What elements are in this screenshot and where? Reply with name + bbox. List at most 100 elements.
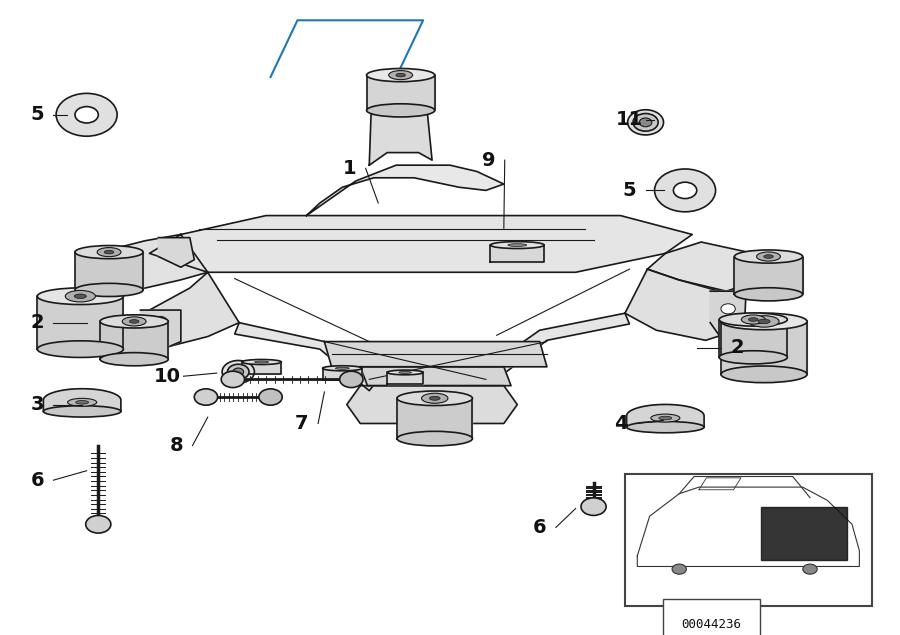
Polygon shape xyxy=(149,215,692,272)
Polygon shape xyxy=(360,367,511,385)
Polygon shape xyxy=(760,507,847,560)
Polygon shape xyxy=(387,373,423,384)
Ellipse shape xyxy=(719,313,788,326)
Ellipse shape xyxy=(104,250,113,254)
Ellipse shape xyxy=(757,252,780,261)
Circle shape xyxy=(75,107,98,123)
Ellipse shape xyxy=(651,414,680,422)
Circle shape xyxy=(233,368,244,375)
Polygon shape xyxy=(734,257,803,295)
Circle shape xyxy=(228,364,249,379)
Ellipse shape xyxy=(749,318,758,321)
Ellipse shape xyxy=(336,367,349,370)
Ellipse shape xyxy=(734,250,803,263)
Circle shape xyxy=(153,316,167,326)
Text: 1: 1 xyxy=(343,159,356,178)
Ellipse shape xyxy=(399,371,411,373)
Text: 00044236: 00044236 xyxy=(681,617,742,631)
Ellipse shape xyxy=(491,241,544,248)
Ellipse shape xyxy=(421,393,448,403)
Circle shape xyxy=(581,498,606,516)
Polygon shape xyxy=(721,321,807,375)
Ellipse shape xyxy=(322,366,362,371)
Circle shape xyxy=(639,118,652,127)
Ellipse shape xyxy=(43,406,121,417)
Text: 2: 2 xyxy=(730,338,744,358)
Polygon shape xyxy=(43,389,121,411)
Circle shape xyxy=(633,114,658,131)
Text: 6: 6 xyxy=(31,471,44,490)
Polygon shape xyxy=(626,404,704,427)
Polygon shape xyxy=(75,252,143,290)
Circle shape xyxy=(803,564,817,574)
Circle shape xyxy=(259,389,283,405)
Text: 7: 7 xyxy=(295,414,309,433)
Circle shape xyxy=(86,516,111,533)
Ellipse shape xyxy=(397,391,472,406)
Text: 2: 2 xyxy=(31,313,44,332)
Ellipse shape xyxy=(626,422,704,433)
Circle shape xyxy=(194,389,218,405)
Ellipse shape xyxy=(100,352,168,366)
Ellipse shape xyxy=(721,366,807,383)
Polygon shape xyxy=(158,237,194,267)
Polygon shape xyxy=(235,323,378,391)
Ellipse shape xyxy=(68,398,96,406)
Polygon shape xyxy=(306,165,504,215)
Ellipse shape xyxy=(508,244,526,246)
Ellipse shape xyxy=(389,70,412,79)
Circle shape xyxy=(221,371,245,387)
Ellipse shape xyxy=(764,255,773,258)
Polygon shape xyxy=(369,109,432,165)
Ellipse shape xyxy=(387,370,423,375)
Ellipse shape xyxy=(719,351,788,364)
Polygon shape xyxy=(647,242,764,291)
Polygon shape xyxy=(366,75,435,110)
Circle shape xyxy=(672,564,687,574)
Ellipse shape xyxy=(76,401,88,404)
Circle shape xyxy=(654,169,716,212)
Ellipse shape xyxy=(397,431,472,446)
Text: 3: 3 xyxy=(31,395,44,414)
Polygon shape xyxy=(637,487,860,566)
Polygon shape xyxy=(397,398,472,439)
Ellipse shape xyxy=(75,246,143,258)
Polygon shape xyxy=(719,319,788,358)
Polygon shape xyxy=(118,272,239,349)
Ellipse shape xyxy=(749,316,779,327)
Polygon shape xyxy=(625,269,746,340)
Text: 4: 4 xyxy=(614,414,627,433)
Text: 11: 11 xyxy=(616,110,644,130)
Polygon shape xyxy=(710,291,746,342)
Ellipse shape xyxy=(659,417,671,420)
Ellipse shape xyxy=(97,248,121,257)
Ellipse shape xyxy=(721,313,807,330)
Ellipse shape xyxy=(429,396,440,400)
Polygon shape xyxy=(486,313,629,379)
Polygon shape xyxy=(322,368,362,380)
Text: 5: 5 xyxy=(623,181,636,200)
Circle shape xyxy=(627,110,663,135)
Ellipse shape xyxy=(100,315,168,328)
Circle shape xyxy=(222,361,255,383)
Text: 10: 10 xyxy=(154,367,181,385)
Ellipse shape xyxy=(242,359,282,364)
Ellipse shape xyxy=(742,315,765,324)
Ellipse shape xyxy=(734,288,803,301)
Circle shape xyxy=(721,304,735,314)
Polygon shape xyxy=(346,385,518,424)
Polygon shape xyxy=(140,310,181,349)
Ellipse shape xyxy=(75,283,143,297)
Ellipse shape xyxy=(37,341,123,358)
Ellipse shape xyxy=(366,104,435,117)
Text: 5: 5 xyxy=(31,105,44,124)
Ellipse shape xyxy=(758,319,770,324)
Circle shape xyxy=(339,371,363,387)
Text: 8: 8 xyxy=(169,436,184,455)
Polygon shape xyxy=(324,342,547,367)
Text: 9: 9 xyxy=(482,150,495,170)
Ellipse shape xyxy=(122,317,146,326)
Ellipse shape xyxy=(396,73,405,77)
Polygon shape xyxy=(242,362,282,374)
Ellipse shape xyxy=(75,294,86,298)
